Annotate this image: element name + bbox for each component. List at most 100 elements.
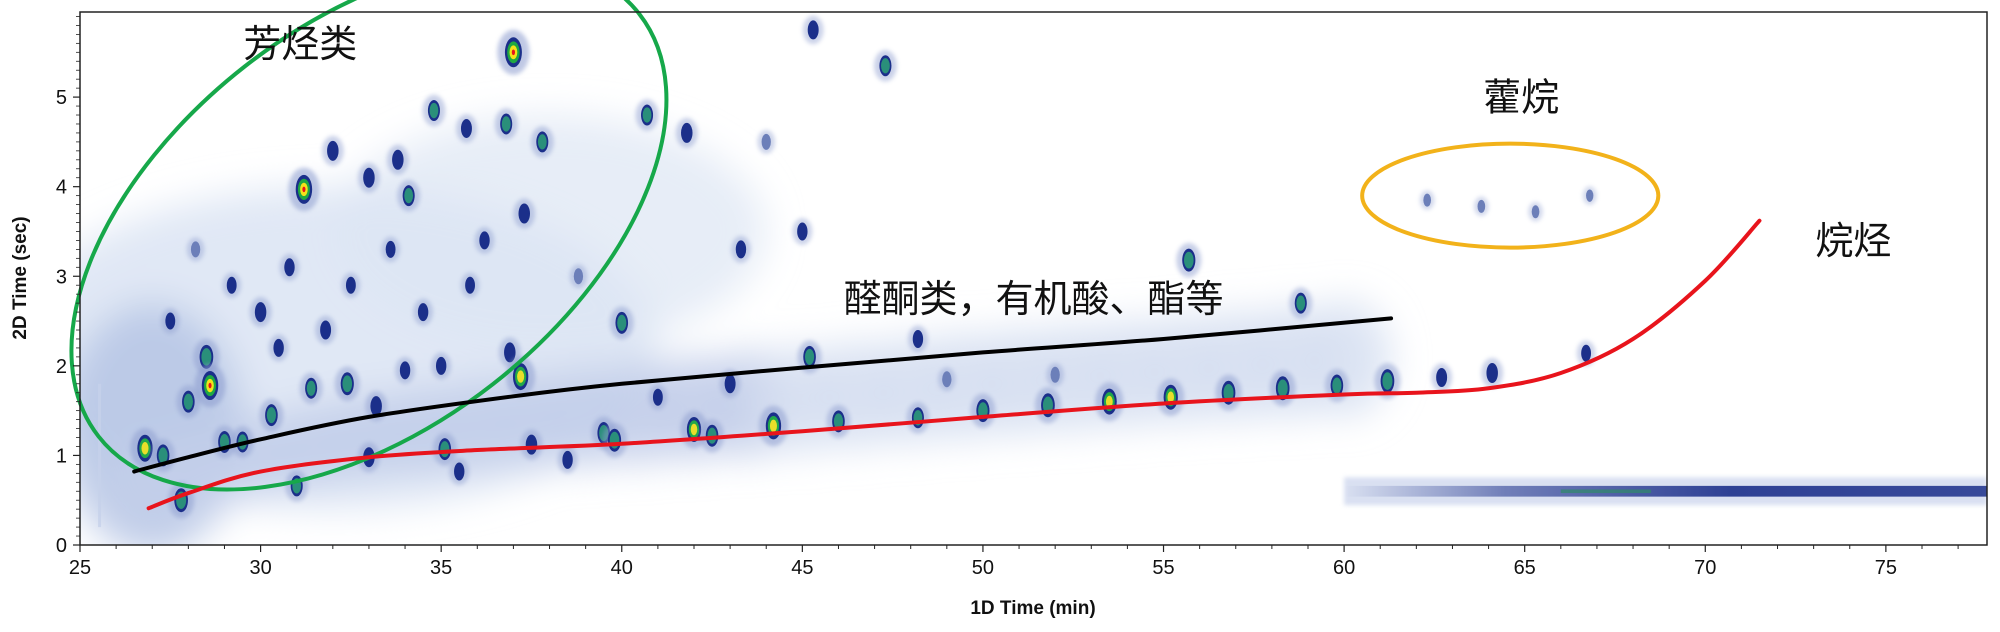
y-tick-label: 1: [56, 445, 67, 467]
peak: [422, 94, 446, 127]
region-ellipse: [1360, 141, 1661, 250]
peak: [1157, 378, 1185, 416]
peak: [1431, 363, 1453, 392]
peak: [194, 363, 226, 408]
baseline-band-hot: [1560, 489, 1652, 494]
y-tick-label: 0: [56, 535, 67, 557]
peak: [494, 108, 518, 140]
y-tick-label: 5: [56, 87, 67, 109]
peak: [160, 308, 180, 334]
peak: [460, 272, 480, 298]
peak: [1215, 374, 1242, 411]
peak: [937, 367, 956, 392]
annotation-label: 烷烃: [1815, 219, 1891, 263]
peak: [520, 429, 543, 460]
x-tick-label: 25: [69, 557, 91, 579]
peak: [1269, 370, 1296, 407]
y-tick-label: 4: [56, 177, 67, 199]
peak: [299, 372, 323, 404]
peak: [757, 129, 776, 154]
peak: [1481, 358, 1504, 389]
annotation-label: 醛酮类，有机酸、酯等: [843, 277, 1223, 321]
plot-frame: [79, 11, 1988, 546]
peak: [249, 297, 272, 328]
region-ellipse: [69, 0, 669, 492]
trend-lines-layer: [132, 218, 1762, 511]
peak: [569, 264, 588, 289]
peak: [1528, 202, 1543, 222]
solvent-front: [98, 383, 102, 528]
peak: [1034, 387, 1061, 424]
peak: [381, 236, 400, 263]
peak: [395, 356, 415, 384]
haze-blob: [332, 115, 767, 348]
peak: [557, 446, 578, 474]
peak: [397, 179, 421, 212]
x-tick-label: 70: [1694, 557, 1716, 579]
peak: [497, 29, 530, 75]
peak: [285, 470, 309, 502]
peak: [176, 385, 201, 419]
peak: [1095, 382, 1124, 422]
peak: [609, 306, 634, 340]
y-axis-title: 2D Time (sec): [10, 216, 31, 339]
peak: [222, 272, 242, 298]
annotation-label: 芳烃类: [243, 22, 357, 66]
peak: [648, 384, 668, 410]
peak: [341, 272, 361, 298]
peak: [315, 315, 337, 345]
x-tick-label: 30: [249, 557, 271, 579]
peak: [449, 458, 470, 486]
peak: [513, 198, 536, 229]
peak: [1419, 190, 1435, 210]
peak: [1046, 362, 1065, 387]
peak: [1289, 287, 1313, 319]
x-tick-label: 50: [972, 557, 994, 579]
trend-line: [146, 218, 1762, 511]
peak: [908, 325, 928, 353]
peak: [321, 135, 344, 166]
peak: [873, 49, 897, 82]
peak: [413, 298, 433, 326]
peak: [1374, 363, 1401, 400]
regions-layer: [69, 0, 1661, 492]
peak: [675, 117, 698, 148]
x-tick-label: 45: [791, 557, 813, 579]
peak: [602, 422, 628, 458]
peak: [530, 126, 554, 158]
trend-line: [132, 316, 1394, 474]
haze-blob: [1297, 300, 1392, 417]
peak: [288, 167, 320, 212]
peak: [268, 334, 289, 362]
y-axis: 0 1 2 3 4 5: [56, 16, 80, 557]
annotation-label: 藿烷: [1483, 76, 1559, 120]
peak: [334, 366, 360, 402]
x-tick-label: 60: [1333, 557, 1355, 579]
peak: [758, 405, 789, 447]
peak: [792, 217, 813, 245]
peak: [386, 144, 409, 175]
peak: [700, 419, 725, 453]
peak: [826, 404, 851, 438]
peak: [719, 369, 741, 399]
x-tick-label: 35: [430, 557, 452, 579]
peak: [1176, 242, 1202, 278]
peak: [358, 162, 380, 193]
peak: [906, 402, 930, 434]
peak: [432, 432, 457, 466]
x-tick-label: 65: [1514, 557, 1536, 579]
x-axis-title: 1D Time (min): [970, 598, 1095, 619]
peak: [456, 114, 477, 143]
peak: [474, 226, 495, 254]
x-axis: 25 30 35 40 45 50 55 60 65 70 75: [69, 545, 1959, 579]
peak: [431, 352, 452, 380]
peak: [279, 253, 300, 281]
peak: [802, 15, 824, 45]
peak: [1474, 196, 1489, 217]
peak: [259, 398, 284, 432]
peak: [1582, 186, 1597, 205]
peak: [635, 99, 659, 131]
